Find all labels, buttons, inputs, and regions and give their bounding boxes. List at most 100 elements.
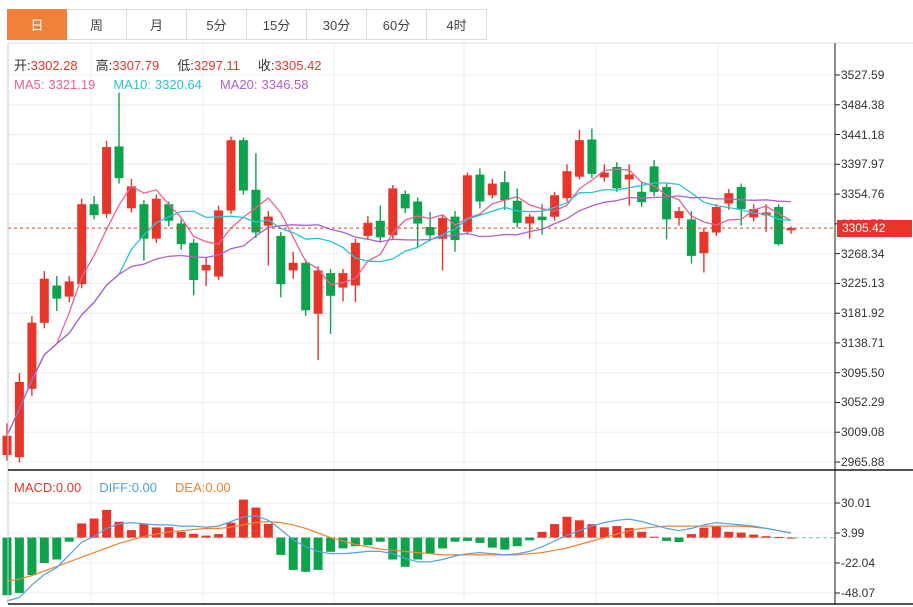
candle-body xyxy=(425,227,435,236)
macd-bar xyxy=(139,524,149,538)
candle-body xyxy=(400,193,410,209)
candle-body xyxy=(238,140,248,191)
tab-4h[interactable]: 4时 xyxy=(427,9,487,40)
macd-bar xyxy=(263,523,273,538)
macd-bar xyxy=(2,537,12,596)
price-axis-label: 3354.76 xyxy=(841,187,885,201)
tab-week[interactable]: 周 xyxy=(67,9,127,40)
tab-15min[interactable]: 15分 xyxy=(247,9,307,40)
macd-bar xyxy=(326,537,336,552)
candle-body xyxy=(475,174,485,202)
macd-axis-label: -48.07 xyxy=(841,586,876,600)
candle-body xyxy=(774,207,784,245)
macd-bar xyxy=(400,537,410,567)
ohlc-label: 高: xyxy=(95,58,113,73)
tab-month[interactable]: 月 xyxy=(127,9,187,40)
candle-body xyxy=(699,231,709,254)
candle-body xyxy=(637,191,647,203)
candle-body xyxy=(189,242,199,280)
ma-label: MA20: xyxy=(219,77,258,92)
macd-bar xyxy=(238,499,248,538)
candle-body xyxy=(288,262,298,271)
tab-5min[interactable]: 5分 xyxy=(187,9,247,40)
tab-30min[interactable]: 30分 xyxy=(307,9,367,40)
candle-body xyxy=(686,219,696,256)
candle-body xyxy=(388,188,398,236)
macd-bar xyxy=(724,531,734,538)
candle-body xyxy=(487,183,497,196)
candle-body xyxy=(164,204,174,221)
candle-body xyxy=(662,187,672,220)
candle-body xyxy=(276,235,286,285)
macd-bar xyxy=(711,526,721,538)
ohlc-item: 收:3305.42 xyxy=(258,58,322,73)
candle-body xyxy=(550,195,560,217)
macd-info-label: DEA: xyxy=(175,480,206,495)
macd-bar xyxy=(176,531,186,538)
macd-bar xyxy=(102,509,112,538)
macd-bar xyxy=(52,537,62,560)
gridlines xyxy=(8,43,835,604)
macd-bar xyxy=(624,528,634,538)
dea-line xyxy=(6,520,792,582)
macd-info-item: DEA:0.00 xyxy=(175,480,231,495)
ohlc-item: 开:3302.28 xyxy=(14,58,78,73)
macd-bar xyxy=(550,524,560,538)
ma-value: 3321.19 xyxy=(48,77,96,92)
panel-borders xyxy=(7,42,913,605)
macd-bar xyxy=(413,537,423,560)
macd-bar xyxy=(151,527,161,538)
candle-body xyxy=(462,175,472,232)
macd-bar xyxy=(64,537,74,542)
tab-60min[interactable]: 60分 xyxy=(367,9,427,40)
price-axis-label: 3527.59 xyxy=(841,68,885,82)
macd-bar xyxy=(114,521,124,538)
candle-body xyxy=(64,281,74,297)
ma20-line xyxy=(6,195,792,436)
macd-info-label: MACD: xyxy=(14,480,56,495)
candle-body xyxy=(126,186,136,209)
candle-body xyxy=(736,187,746,209)
macd-bar xyxy=(375,537,385,542)
macd-bar xyxy=(512,537,522,547)
candle-body xyxy=(176,223,186,245)
ma5-line xyxy=(6,168,792,436)
price-axis-label: 3397.97 xyxy=(841,157,885,171)
macd-bar xyxy=(699,527,709,538)
candle-body xyxy=(350,242,360,286)
ma-label: MA10: xyxy=(113,77,151,92)
macd-bar xyxy=(487,537,497,548)
candle-body xyxy=(413,201,423,224)
ohlc-info-row: 开:3302.28 高:3307.79 低:3297.11 收:3305.42 xyxy=(14,55,340,74)
macd-bar xyxy=(338,537,348,549)
ma-item: MA5: 3321.19 xyxy=(14,77,95,92)
macd-bar xyxy=(500,537,510,550)
macd-bar xyxy=(525,537,535,541)
macd-bar xyxy=(786,537,796,539)
ma-info-row: MA5: 3321.19 MA10: 3320.64 MA20: 3346.58 xyxy=(14,77,327,92)
tab-day[interactable]: 日 xyxy=(7,9,67,40)
ohlc-label: 低: xyxy=(177,58,194,73)
macd-bar xyxy=(214,534,224,538)
macd-bar xyxy=(574,520,584,538)
macd-bar xyxy=(612,526,622,538)
candle-body xyxy=(14,382,24,458)
candle-body xyxy=(77,204,87,285)
macd-bar xyxy=(226,522,236,538)
candle-body xyxy=(711,207,721,233)
macd-bar xyxy=(662,537,672,541)
macd-bar xyxy=(288,537,298,570)
candle-body xyxy=(251,189,261,233)
ma-label: MA5: xyxy=(14,77,45,92)
candles xyxy=(2,92,796,463)
macd-info-value: 0.00 xyxy=(131,480,158,495)
ohlc-item: 低:3297.11 xyxy=(177,58,240,73)
macd-info-item: DIFF:0.00 xyxy=(99,480,157,495)
diff-line xyxy=(6,515,792,602)
price-axis-label: 3181.92 xyxy=(841,306,885,320)
macd-bar xyxy=(201,535,211,538)
candle-body xyxy=(102,147,112,214)
candle-body xyxy=(226,140,236,211)
